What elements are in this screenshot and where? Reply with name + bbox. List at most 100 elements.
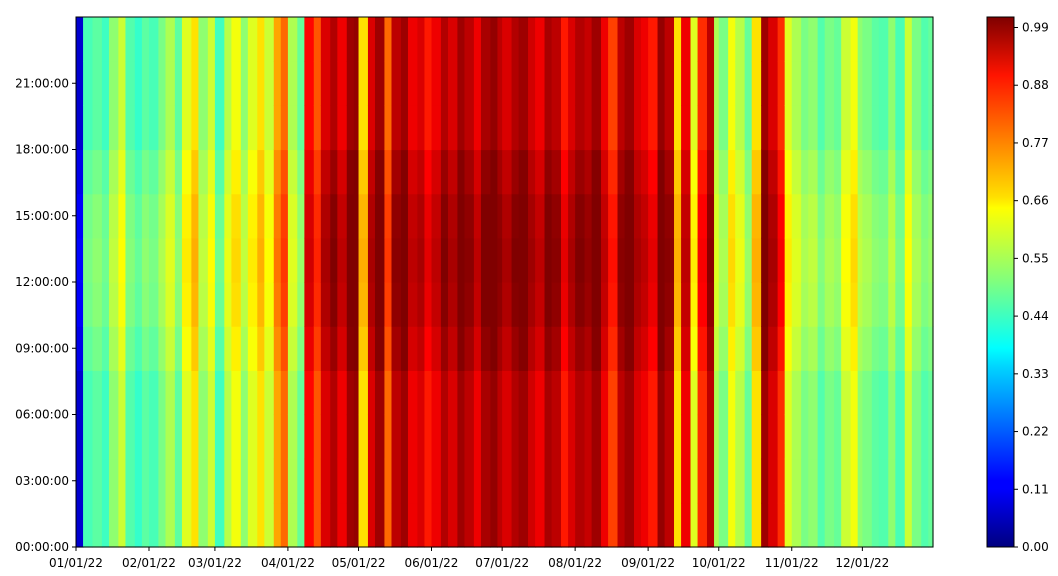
heatmap-cell — [617, 414, 626, 460]
heatmap-cell — [834, 237, 842, 283]
heatmap-cell — [633, 61, 642, 106]
heatmap-cell — [367, 237, 376, 283]
heatmap-cell — [76, 17, 84, 62]
x-tick-label: 02/01/22 — [122, 556, 176, 570]
heatmap-cell — [148, 149, 160, 195]
heatmap-cell — [714, 370, 720, 416]
heatmap-cell — [518, 105, 529, 151]
heatmap-cell — [728, 370, 736, 416]
heatmap-cell — [824, 17, 835, 62]
heatmap-cell — [535, 105, 546, 151]
heatmap-cell — [457, 61, 466, 106]
y-tick-label: 03:00:00 — [15, 474, 69, 488]
heatmap-cell — [648, 414, 659, 460]
heatmap-cell — [198, 237, 209, 283]
heatmap-cell — [214, 237, 225, 283]
heatmap-cell — [735, 326, 746, 371]
heatmap-cell — [101, 414, 110, 460]
heatmap-cell — [490, 149, 499, 195]
heatmap-cell — [198, 458, 209, 504]
heatmap-cell — [817, 414, 826, 460]
heatmap-cell — [346, 105, 355, 151]
heatmap-cell — [214, 502, 225, 548]
heatmap-cell — [375, 502, 386, 548]
heatmap-cell — [280, 370, 289, 416]
heatmap-cell — [247, 326, 258, 371]
heatmap-cell — [101, 237, 110, 283]
heatmap-cell — [165, 149, 176, 195]
heatmap-cell — [761, 458, 769, 504]
heatmap-cell — [320, 17, 331, 62]
heatmap-cell — [744, 414, 753, 460]
heatmap-cell — [158, 193, 167, 239]
heatmap-cell — [601, 458, 609, 504]
heatmap-cell — [824, 61, 835, 106]
heatmap-cell — [888, 105, 896, 151]
heatmap-cell — [850, 458, 859, 504]
heatmap-cell — [888, 502, 896, 548]
heatmap-cell — [134, 326, 143, 371]
heatmap-cell — [391, 326, 402, 371]
heatmap-cell — [895, 326, 906, 371]
heatmap-cell — [601, 105, 609, 151]
heatmap-cell — [633, 370, 642, 416]
heatmap-cell — [535, 370, 546, 416]
heatmap-cell — [207, 414, 216, 460]
heatmap-cell — [648, 502, 659, 548]
heatmap-cell — [591, 282, 602, 327]
heatmap-cell — [247, 502, 258, 548]
heatmap-cell — [375, 149, 386, 195]
heatmap-cell — [134, 61, 143, 106]
heatmap-cell — [735, 17, 746, 62]
heatmap-cell — [313, 61, 322, 106]
heatmap-cell — [165, 237, 176, 283]
heatmap-cell — [280, 326, 289, 371]
heatmap-cell — [888, 414, 896, 460]
heatmap-cell — [718, 458, 729, 504]
heatmap-cell — [125, 458, 136, 504]
heatmap-cell — [791, 370, 802, 416]
heatmap-cell — [224, 370, 232, 416]
heatmap-cell — [490, 458, 499, 504]
heatmap-cell — [608, 414, 619, 460]
heatmap-cell — [544, 61, 553, 106]
heatmap-cell — [511, 326, 520, 371]
heatmap-cell — [330, 370, 338, 416]
heatmap-cell — [801, 282, 809, 327]
heatmap-cell — [424, 502, 433, 548]
heatmap-cell — [664, 17, 675, 62]
heatmap-cell — [353, 458, 360, 504]
heatmap-cell — [535, 237, 546, 283]
heatmap-cell — [280, 193, 289, 239]
heatmap-cell — [888, 149, 896, 195]
heatmap-cell — [502, 414, 513, 460]
heatmap-cell — [744, 193, 753, 239]
heatmap-cell — [240, 149, 249, 195]
heatmap-cell — [391, 193, 402, 239]
heatmap-cell — [480, 61, 491, 106]
heatmap-cell — [624, 414, 635, 460]
heatmap-cell — [518, 61, 529, 106]
x-tick-label: 08/01/22 — [548, 556, 602, 570]
heatmap-cell — [834, 17, 842, 62]
heatmap-cell — [407, 61, 418, 106]
heatmap-cell — [690, 458, 699, 504]
heatmap-cell — [862, 193, 873, 239]
heatmap-cell — [921, 282, 929, 327]
heatmap-cell — [728, 326, 736, 371]
heatmap-cell — [511, 237, 520, 283]
heatmap-cell — [690, 370, 699, 416]
heatmap-cell — [330, 282, 338, 327]
heatmap-cell — [214, 282, 225, 327]
heatmap-cell — [568, 326, 576, 371]
heatmap-cell — [280, 458, 289, 504]
heatmap-cell — [280, 414, 289, 460]
heatmap-cell — [878, 149, 889, 195]
heatmap-cell — [528, 326, 536, 371]
heatmap-cell — [718, 502, 729, 548]
heatmap-cell — [575, 149, 586, 195]
heatmap-cell — [224, 149, 232, 195]
heatmap-cell — [92, 237, 103, 283]
heatmap-cell — [551, 17, 562, 62]
heatmap-cell — [895, 414, 906, 460]
